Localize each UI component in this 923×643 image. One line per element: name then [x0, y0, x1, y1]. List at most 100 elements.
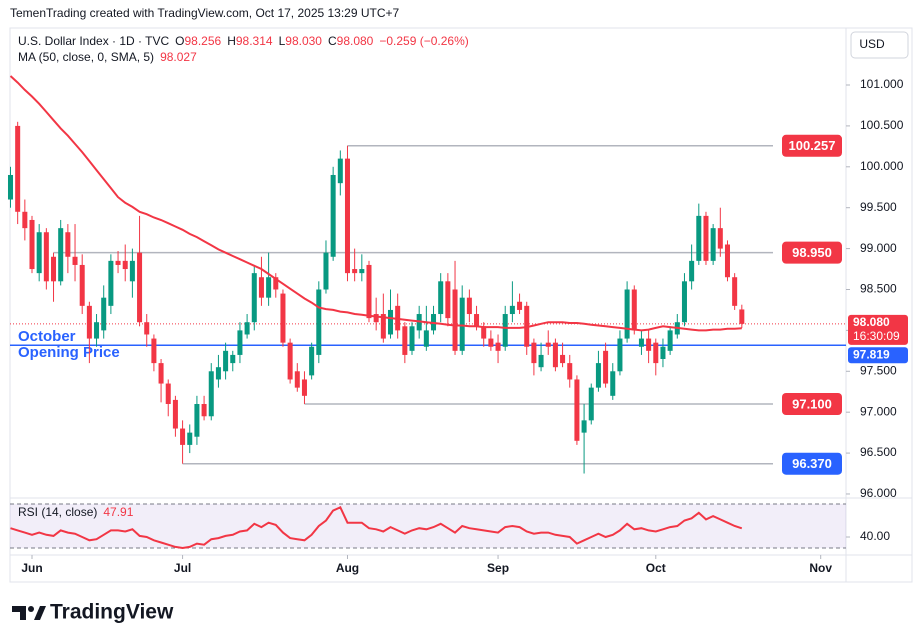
rsi-value: 47.91: [103, 505, 133, 519]
level-label: 100.257: [789, 138, 836, 153]
candle-body: [552, 342, 558, 368]
candle-body: [51, 256, 57, 282]
legend-value: 98.314: [236, 34, 273, 48]
candle-body: [230, 354, 236, 364]
candle-body: [144, 322, 150, 335]
candle-body: [180, 428, 186, 445]
candle-body: [452, 289, 458, 351]
candle-body: [488, 338, 494, 347]
candle-body: [667, 330, 673, 351]
candle-body: [509, 305, 515, 315]
x-tick-label: Oct: [646, 561, 666, 575]
candle-body: [495, 342, 501, 351]
x-tick-label: Aug: [336, 561, 359, 575]
x-tick-label: Sep: [487, 561, 509, 575]
candle-body: [631, 289, 637, 331]
candle-body: [653, 342, 659, 364]
candle-body: [474, 314, 480, 327]
y-tick-label: 98.500: [860, 282, 897, 296]
candle-body: [7, 174, 14, 200]
x-tick-label: Jul: [174, 561, 191, 575]
candle-body: [545, 342, 551, 347]
legend-key: C: [328, 34, 337, 48]
y-tick-label: 97.500: [860, 363, 897, 377]
ma-line: [9, 75, 742, 332]
candle-body: [194, 404, 200, 437]
last-price-badge: [848, 314, 908, 345]
level-badge: [782, 452, 842, 475]
level-badge: [782, 241, 842, 264]
candle-body: [158, 363, 164, 384]
candle-body: [732, 277, 738, 306]
y-tick-label: 99.000: [860, 241, 897, 255]
rsi-name: RSI (14, close): [18, 505, 97, 519]
candle-body: [459, 297, 465, 351]
candle-body: [72, 256, 78, 265]
legend-change: −0.259 (−0.26%): [379, 34, 468, 48]
candle-body: [251, 273, 257, 323]
candle-body: [581, 420, 587, 433]
candle-body: [560, 354, 566, 364]
candle-body: [65, 232, 71, 257]
candle-body: [703, 215, 709, 261]
candle-body: [301, 379, 307, 396]
candle-body: [165, 383, 171, 405]
candle-body: [15, 125, 21, 212]
legend-key: L: [279, 34, 286, 48]
last-price-countdown: 16:30:09: [853, 329, 900, 343]
candle-body: [538, 354, 544, 368]
candle-body: [294, 371, 300, 388]
ma-name: MA (50, close, 0, SMA, 5): [18, 50, 154, 64]
candle-body: [137, 252, 143, 323]
candle-body: [108, 260, 114, 306]
legend-value: 98.256: [185, 34, 222, 48]
candle-body: [43, 232, 49, 282]
candle-body: [273, 277, 279, 290]
candle-body: [366, 264, 372, 319]
candle-body: [86, 305, 92, 339]
level-label: 96.370: [792, 456, 832, 471]
candle-body: [94, 322, 100, 339]
candle-body: [129, 260, 135, 282]
candle-body: [610, 371, 616, 396]
candle-body: [588, 387, 594, 421]
frame: [9, 27, 913, 583]
level-badge: [782, 134, 842, 157]
rsi-legend: RSI (14, close) 47.91: [18, 505, 134, 519]
candle-body: [481, 326, 487, 339]
candle-body: [624, 289, 630, 339]
y-tick-label: 100.000: [860, 159, 904, 173]
candle-body: [574, 379, 580, 441]
legend-key: O: [175, 34, 184, 48]
candle-body: [244, 322, 250, 335]
candle-body: [638, 338, 644, 347]
candle-body: [58, 228, 64, 282]
candle-body: [717, 228, 723, 249]
candle-body: [387, 309, 394, 335]
currency-button[interactable]: [850, 31, 909, 59]
candle-body: [187, 432, 193, 445]
logo-shape: [12, 606, 26, 620]
last-price-label: 98.080: [853, 315, 890, 329]
candle-body: [502, 314, 508, 347]
opening-price-annotation: October: [18, 328, 76, 345]
y-tick-label: 101.000: [860, 77, 904, 91]
opening-price-label: 97.819: [853, 347, 890, 361]
candle-body: [237, 330, 243, 355]
candle-body: [330, 174, 336, 257]
candle-body: [517, 301, 523, 310]
candle-body: [122, 260, 128, 270]
candle-body: [266, 277, 272, 298]
logo-shape: [28, 606, 34, 612]
candle-body: [696, 215, 702, 261]
candle-body: [172, 399, 178, 429]
candle-body: [409, 326, 415, 351]
candle-body: [208, 371, 214, 417]
legend-value: 98.030: [285, 34, 322, 48]
y-tick-label: 96.000: [860, 486, 897, 500]
ma-legend: MA (50, close, 0, SMA, 5) 98.027: [18, 50, 197, 64]
candle-body: [445, 281, 451, 319]
legend-key: H: [227, 34, 236, 48]
candle-body: [337, 158, 343, 184]
